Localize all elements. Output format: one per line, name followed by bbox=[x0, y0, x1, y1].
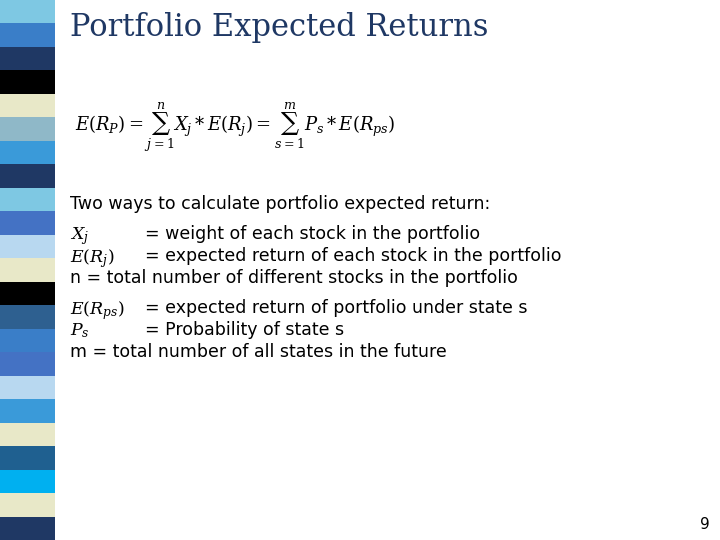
Bar bbox=[0, 329, 55, 352]
Text: = weight of each stock in the portfolio: = weight of each stock in the portfolio bbox=[145, 225, 480, 243]
Bar bbox=[0, 117, 55, 141]
Text: Two ways to calculate portfolio expected return:: Two ways to calculate portfolio expected… bbox=[70, 195, 490, 213]
Text: m = total number of all states in the future: m = total number of all states in the fu… bbox=[70, 343, 446, 361]
Bar bbox=[0, 352, 55, 376]
Bar bbox=[0, 470, 55, 493]
Bar bbox=[0, 282, 55, 305]
Bar bbox=[0, 23, 55, 47]
Text: 9: 9 bbox=[701, 517, 710, 532]
Bar bbox=[0, 423, 55, 446]
Text: $E(R_{ps})$: $E(R_{ps})$ bbox=[70, 299, 125, 322]
Bar bbox=[0, 0, 55, 23]
Text: $E(R_j)$: $E(R_j)$ bbox=[70, 247, 114, 270]
Bar bbox=[0, 258, 55, 282]
Bar bbox=[0, 493, 55, 517]
Bar bbox=[0, 141, 55, 164]
Text: = Probability of state s: = Probability of state s bbox=[145, 321, 344, 339]
Bar bbox=[0, 164, 55, 188]
Bar bbox=[0, 235, 55, 258]
Bar bbox=[0, 376, 55, 399]
Text: = expected return of each stock in the portfolio: = expected return of each stock in the p… bbox=[145, 247, 562, 265]
Text: $X_j$: $X_j$ bbox=[70, 225, 89, 247]
Text: n = total number of different stocks in the portfolio: n = total number of different stocks in … bbox=[70, 269, 518, 287]
Bar bbox=[0, 70, 55, 94]
Bar bbox=[0, 94, 55, 117]
Bar bbox=[0, 188, 55, 211]
Bar bbox=[0, 399, 55, 423]
Text: $P_s$: $P_s$ bbox=[70, 321, 90, 340]
Bar bbox=[0, 517, 55, 540]
Bar bbox=[0, 211, 55, 235]
Text: Portfolio Expected Returns: Portfolio Expected Returns bbox=[70, 12, 488, 43]
Text: = expected return of portfolio under state s: = expected return of portfolio under sta… bbox=[145, 299, 528, 317]
Text: $E(R_P) = \sum_{j=1}^{n} X_j * E(R_j) = \sum_{s=1}^{m} P_s * E(R_{ps})$: $E(R_P) = \sum_{j=1}^{n} X_j * E(R_j) = … bbox=[75, 100, 395, 154]
Bar bbox=[0, 305, 55, 329]
Bar bbox=[0, 47, 55, 70]
Bar bbox=[0, 446, 55, 470]
